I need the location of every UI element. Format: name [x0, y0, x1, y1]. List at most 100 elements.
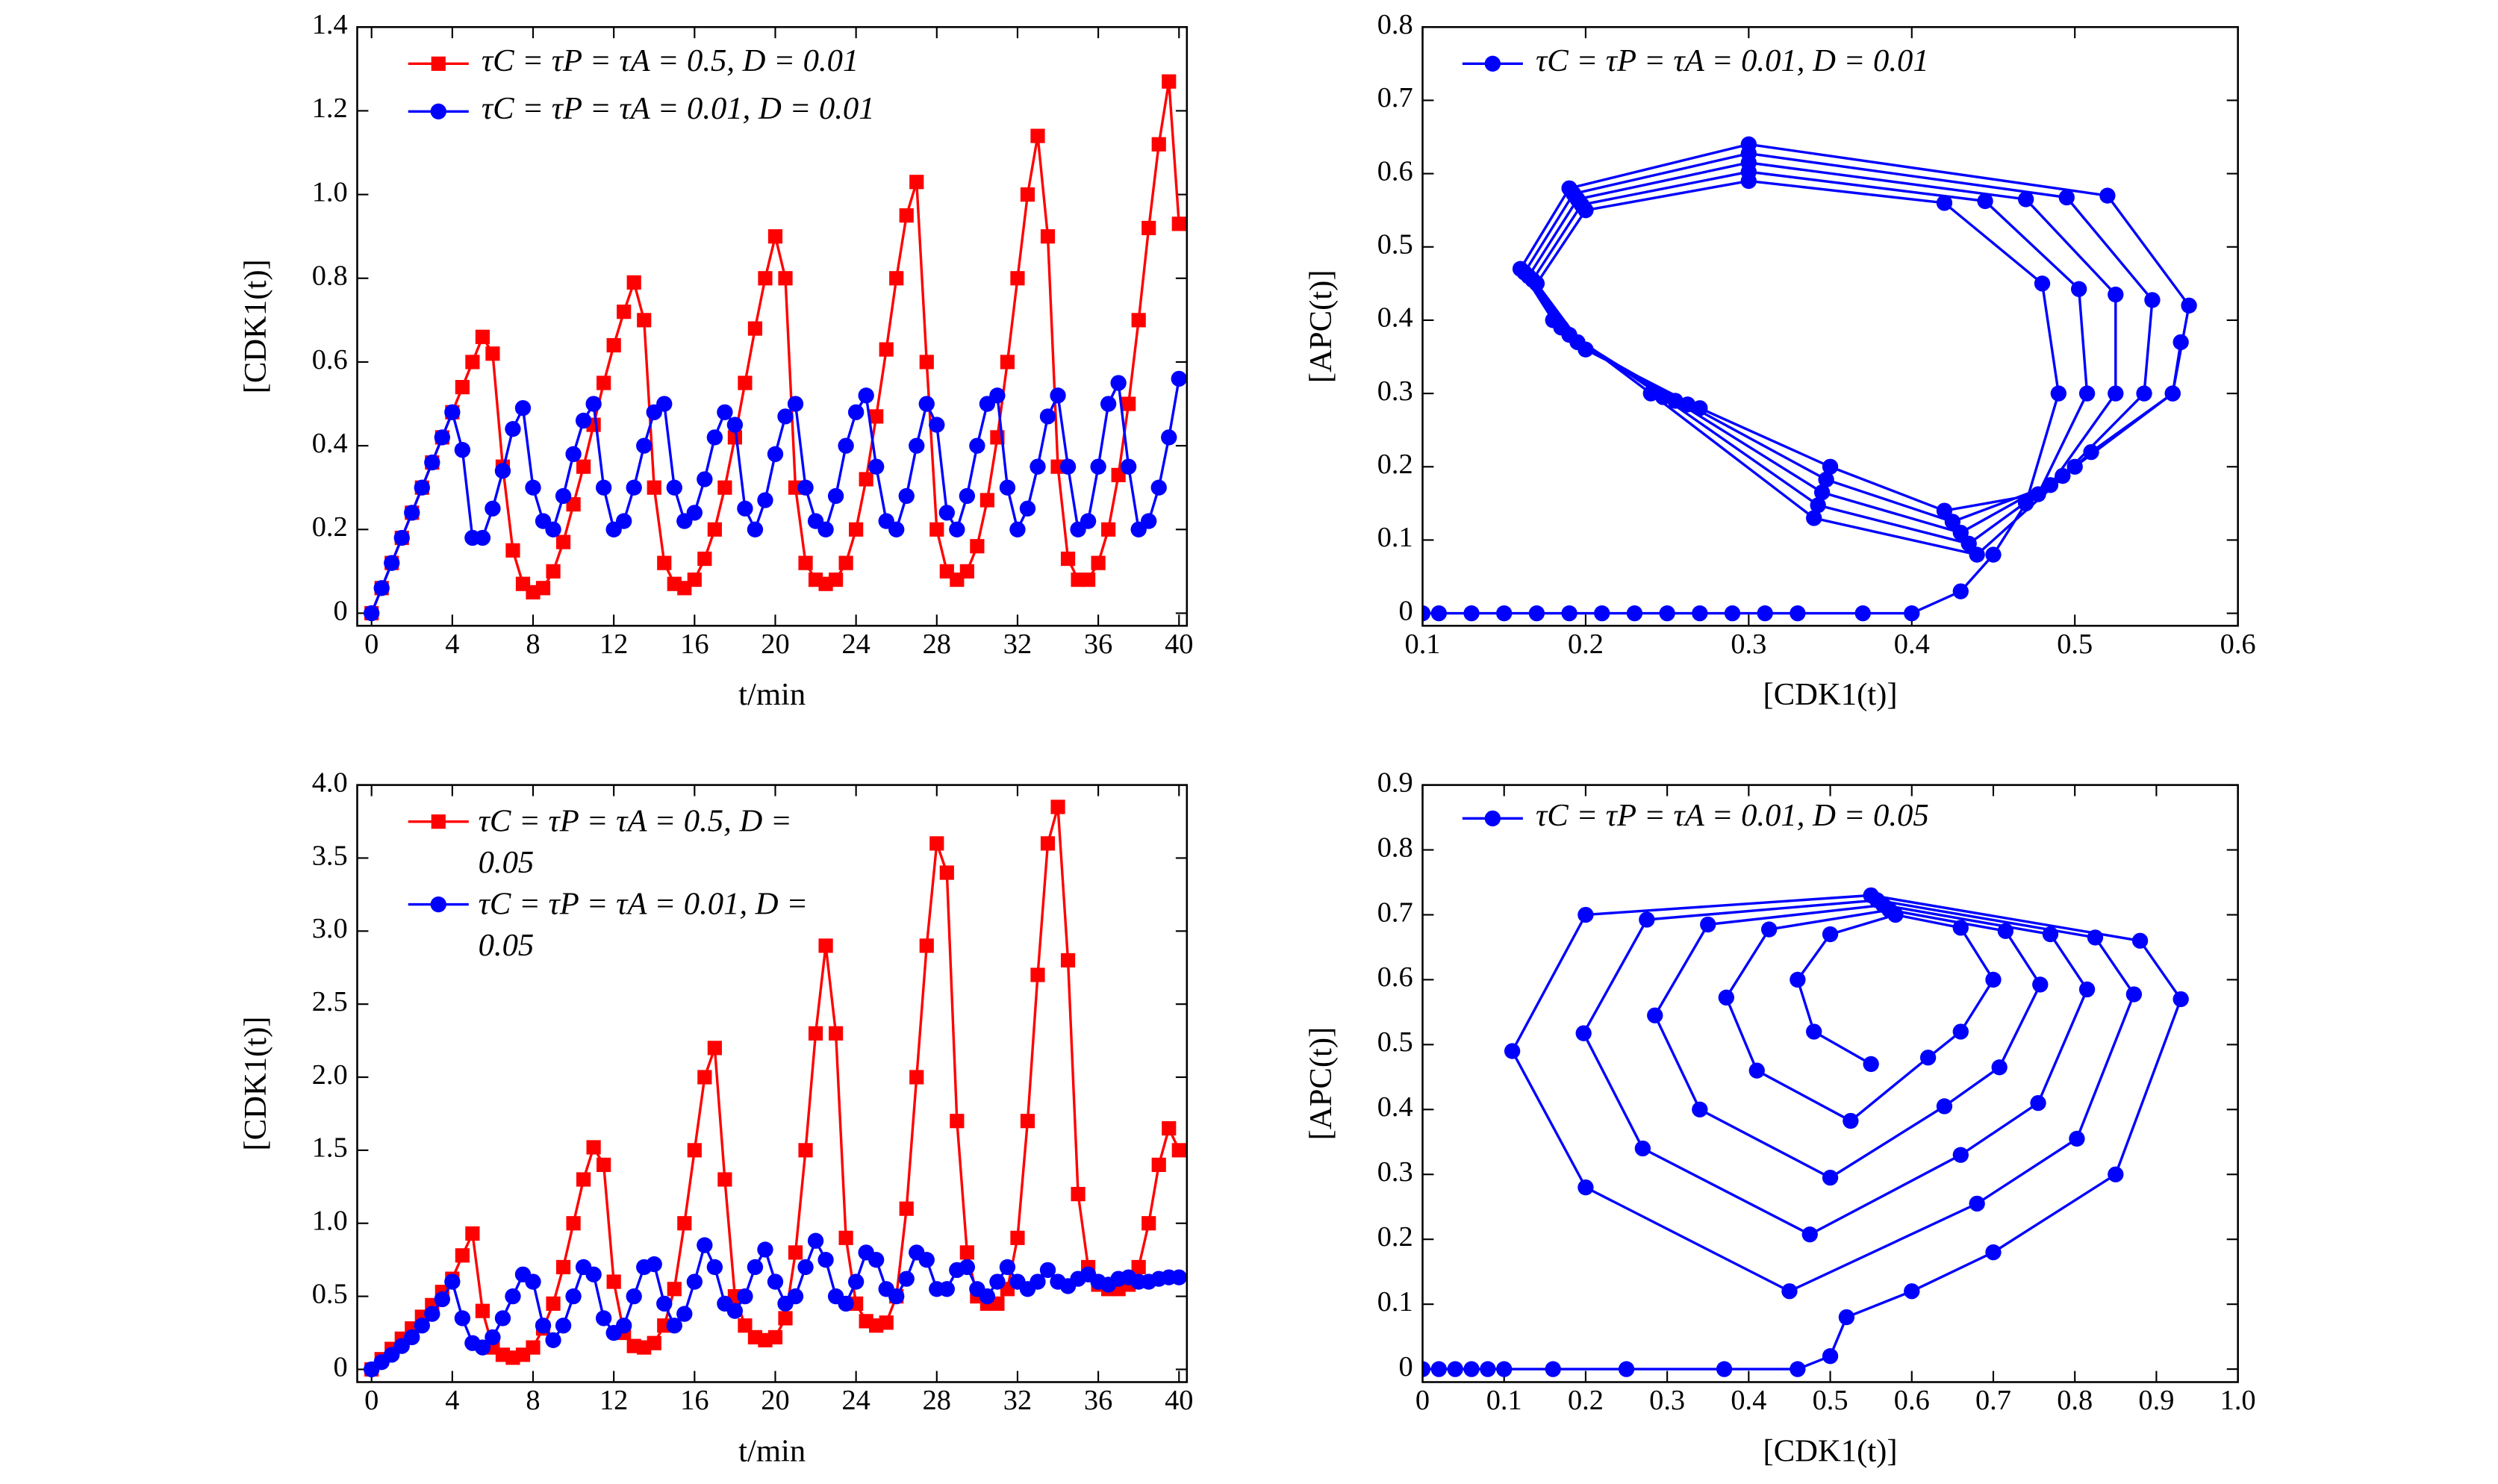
x-tick-label: 8 — [526, 629, 540, 660]
marker — [929, 836, 944, 851]
marker — [1050, 387, 1066, 404]
marker — [2125, 986, 2143, 1003]
marker — [1009, 521, 1026, 537]
x-tick-label: 40 — [1165, 1385, 1193, 1416]
marker — [706, 429, 723, 446]
legend-label: τC = τP = τA = 0.01, D = 0.01 — [1536, 43, 1929, 78]
y-tick-label: 0.2 — [1377, 449, 1413, 480]
x-tick-label: 0.4 — [1731, 1385, 1766, 1416]
y-tick-label: 2.5 — [312, 986, 348, 1017]
marker — [950, 1114, 965, 1129]
y-tick-label: 0.9 — [1377, 767, 1413, 798]
x-tick-label: 0.5 — [2057, 629, 2093, 660]
marker — [657, 555, 672, 570]
marker — [1952, 1023, 1969, 1040]
marker — [1904, 1283, 1920, 1300]
marker — [959, 564, 974, 579]
marker — [909, 437, 925, 454]
marker — [626, 479, 642, 496]
marker — [546, 1296, 561, 1311]
marker — [717, 1172, 732, 1187]
marker — [1561, 180, 1577, 196]
marker — [1748, 1062, 1765, 1079]
marker — [424, 454, 440, 471]
marker — [1822, 1348, 1839, 1365]
marker — [647, 1335, 661, 1350]
marker — [1171, 1143, 1186, 1158]
marker — [525, 479, 541, 496]
y-tick-label: 3.0 — [312, 913, 348, 944]
marker — [1545, 1361, 1561, 1377]
marker — [2078, 385, 2096, 402]
marker — [626, 275, 641, 290]
plot-area — [1422, 887, 2189, 1377]
marker — [1422, 1361, 1431, 1377]
marker — [1969, 1195, 1985, 1212]
marker — [514, 399, 532, 417]
marker — [1504, 1043, 1521, 1059]
marker — [1577, 1179, 1594, 1196]
marker — [1594, 605, 1610, 622]
marker — [1838, 1309, 1855, 1326]
marker — [1496, 605, 1513, 622]
marker — [717, 404, 733, 420]
marker — [597, 1157, 611, 1173]
marker — [706, 1259, 723, 1276]
marker — [979, 1288, 996, 1305]
marker — [2050, 385, 2067, 402]
x-tick-label: 4 — [445, 629, 459, 660]
marker — [364, 605, 380, 622]
marker — [1101, 522, 1116, 537]
marker — [475, 1303, 490, 1318]
marker — [1040, 229, 1056, 244]
marker — [1716, 1361, 1733, 1377]
marker — [1790, 971, 1806, 988]
x-tick-label: 20 — [761, 629, 789, 660]
marker — [414, 479, 430, 496]
marker — [465, 355, 480, 370]
marker — [1936, 1098, 1953, 1114]
marker — [454, 442, 471, 458]
marker — [1781, 1283, 1798, 1300]
series-line — [1422, 894, 2183, 1371]
x-tick-label: 8 — [526, 1385, 540, 1416]
legend-marker — [431, 814, 446, 829]
y-tick-label: 0.8 — [1377, 9, 1413, 40]
y-tick-label: 0.4 — [312, 428, 348, 459]
x-tick-label: 0.3 — [1731, 629, 1766, 660]
marker — [1667, 393, 1683, 409]
plot-frame — [356, 25, 1189, 627]
x-axis-label: t/min — [738, 1433, 806, 1468]
x-tick-label: 4 — [445, 1385, 459, 1416]
marker — [1463, 605, 1480, 622]
marker — [767, 229, 783, 244]
x-tick-label: 0.2 — [1568, 1385, 1604, 1416]
marker — [505, 1288, 521, 1305]
marker — [616, 1318, 632, 1334]
plot-frame — [1421, 784, 2239, 1383]
marker — [2078, 981, 2096, 998]
marker — [555, 487, 572, 505]
marker — [1141, 513, 1157, 529]
marker — [475, 329, 490, 344]
y-tick-label: 0.4 — [1377, 302, 1413, 334]
marker — [566, 1216, 581, 1231]
marker — [2172, 991, 2189, 1008]
marker — [1030, 458, 1046, 475]
marker — [2131, 932, 2149, 949]
marker — [758, 271, 773, 286]
marker — [494, 463, 511, 479]
plot-frame — [356, 784, 1189, 1383]
legend-label: τC = τP = τA = 0.5, D = 0.05 — [478, 804, 792, 881]
marker — [1790, 1361, 1806, 1377]
marker — [847, 404, 865, 420]
marker — [505, 421, 521, 437]
marker — [1162, 74, 1177, 89]
marker — [737, 500, 753, 517]
marker — [1944, 514, 1961, 530]
marker — [1806, 1023, 1822, 1040]
marker — [999, 1259, 1016, 1276]
marker — [747, 321, 763, 336]
marker — [474, 529, 491, 546]
marker — [938, 505, 955, 521]
